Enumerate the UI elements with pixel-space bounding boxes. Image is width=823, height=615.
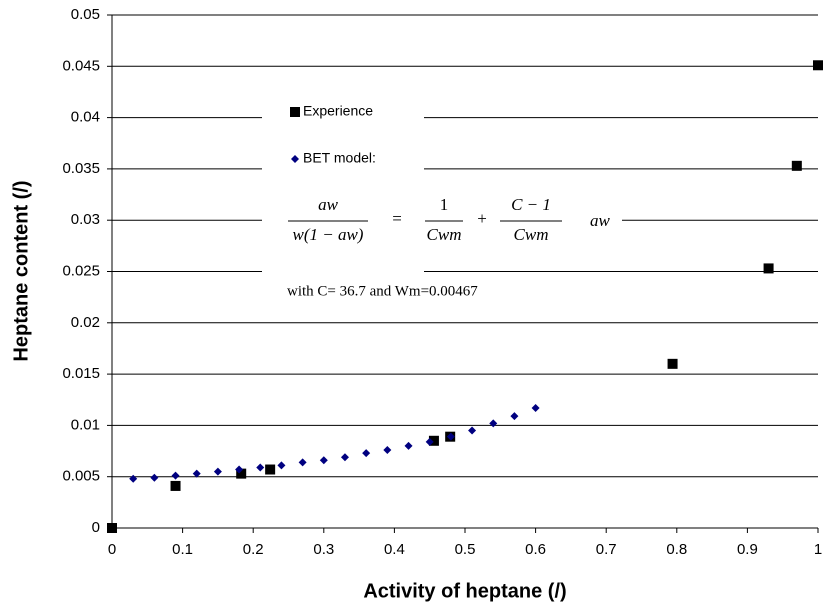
point bbox=[383, 446, 392, 455]
y-tick-label: 0.025 bbox=[62, 262, 100, 279]
y-tick-label: 0.045 bbox=[62, 57, 100, 74]
x-tick-label: 0.5 bbox=[455, 541, 476, 558]
x-tick-label: 0.8 bbox=[666, 541, 687, 558]
point bbox=[171, 471, 180, 480]
point bbox=[404, 441, 413, 450]
y-tick-label: 0.01 bbox=[71, 416, 100, 433]
point bbox=[192, 469, 201, 478]
x-tick-label: 0.6 bbox=[525, 541, 546, 558]
y-tick-label: 0.02 bbox=[71, 314, 100, 331]
y-tick-label: 0.05 bbox=[71, 6, 100, 23]
point bbox=[150, 473, 159, 482]
x-tick-label: 1 bbox=[814, 541, 822, 558]
y-tick-label: 0.035 bbox=[62, 160, 100, 177]
x-axis-label: Activity of heptane (/) bbox=[363, 580, 566, 602]
point bbox=[290, 107, 300, 117]
x-tick-label: 0.2 bbox=[243, 541, 264, 558]
point bbox=[489, 419, 498, 428]
legend-label: Experience bbox=[303, 103, 373, 119]
point bbox=[446, 432, 455, 441]
point bbox=[256, 463, 265, 472]
legend-label: BET model: bbox=[303, 150, 376, 166]
point bbox=[667, 358, 678, 369]
y-tick-label: 0 bbox=[92, 519, 100, 536]
y-axis-label: Heptane content (/) bbox=[10, 180, 32, 361]
formula-text: Cwm bbox=[427, 225, 462, 244]
point bbox=[425, 437, 434, 446]
point bbox=[428, 435, 439, 446]
point bbox=[763, 263, 774, 274]
point bbox=[340, 453, 349, 462]
point bbox=[791, 160, 802, 171]
formula-text: aw bbox=[318, 195, 339, 214]
point bbox=[468, 426, 477, 435]
point bbox=[531, 403, 540, 412]
point bbox=[265, 464, 276, 475]
x-tick-label: 0.7 bbox=[596, 541, 617, 558]
annotation: with C= 36.7 and Wm=0.00467 bbox=[287, 283, 478, 299]
x-tick-label: 0.3 bbox=[313, 541, 334, 558]
point bbox=[319, 456, 328, 465]
x-tick-label: 0.4 bbox=[384, 541, 405, 558]
point bbox=[129, 474, 138, 483]
formula-text: + bbox=[477, 209, 487, 228]
formula-text: = bbox=[392, 209, 402, 228]
formula-text: aw bbox=[590, 211, 611, 230]
y-tick-label: 0.04 bbox=[71, 109, 100, 126]
point bbox=[291, 155, 299, 163]
y-tick-label: 0.015 bbox=[62, 365, 100, 382]
point bbox=[236, 468, 247, 479]
formula-text: Cwm bbox=[514, 225, 549, 244]
point bbox=[235, 465, 244, 474]
formula-text: 1 bbox=[440, 195, 449, 214]
point bbox=[510, 412, 519, 421]
point bbox=[170, 480, 181, 491]
point bbox=[298, 458, 307, 467]
formula-text: C − 1 bbox=[511, 195, 551, 214]
y-tick-label: 0.005 bbox=[62, 468, 100, 485]
x-tick-label: 0.9 bbox=[737, 541, 758, 558]
point bbox=[813, 60, 823, 71]
point bbox=[107, 523, 117, 533]
point bbox=[277, 461, 286, 470]
point bbox=[362, 449, 371, 458]
y-tick-label: 0.03 bbox=[71, 211, 100, 228]
x-tick-label: 0 bbox=[108, 541, 116, 558]
point bbox=[213, 467, 222, 476]
formula-text: w(1 − aw) bbox=[293, 225, 364, 244]
x-tick-label: 0.1 bbox=[172, 541, 193, 558]
